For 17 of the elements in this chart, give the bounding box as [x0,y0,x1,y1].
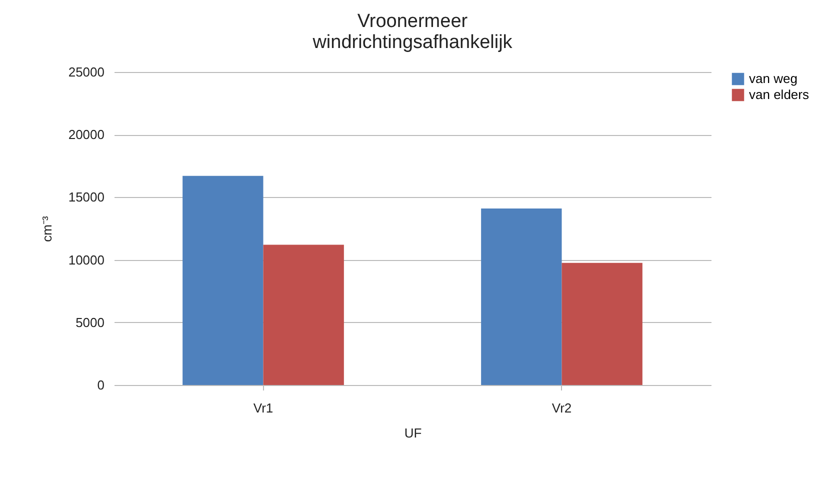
chart-title: Vroonermeer windrichtingsafhankelijk [312,11,513,53]
bar [562,262,642,385]
y-tick-label: 15000 [68,190,104,205]
bar [263,244,344,385]
y-tick-label: 25000 [68,64,104,80]
x-tick-label: Vr1 [253,400,274,416]
y-tick-label: 10000 [68,252,104,268]
bar [481,208,562,385]
x-tick-label: Vr2 [552,400,572,416]
bar [182,176,264,385]
legend-label: van elders [749,87,810,102]
x-axis-title: UF [404,426,422,440]
y-tick-label: 20000 [68,127,104,142]
legend-label: van weg [749,71,798,86]
y-tick-label: 5000 [76,314,104,330]
y-axis-title: cm⁻³ [39,216,54,242]
y-tick-label: 0 [97,378,104,392]
